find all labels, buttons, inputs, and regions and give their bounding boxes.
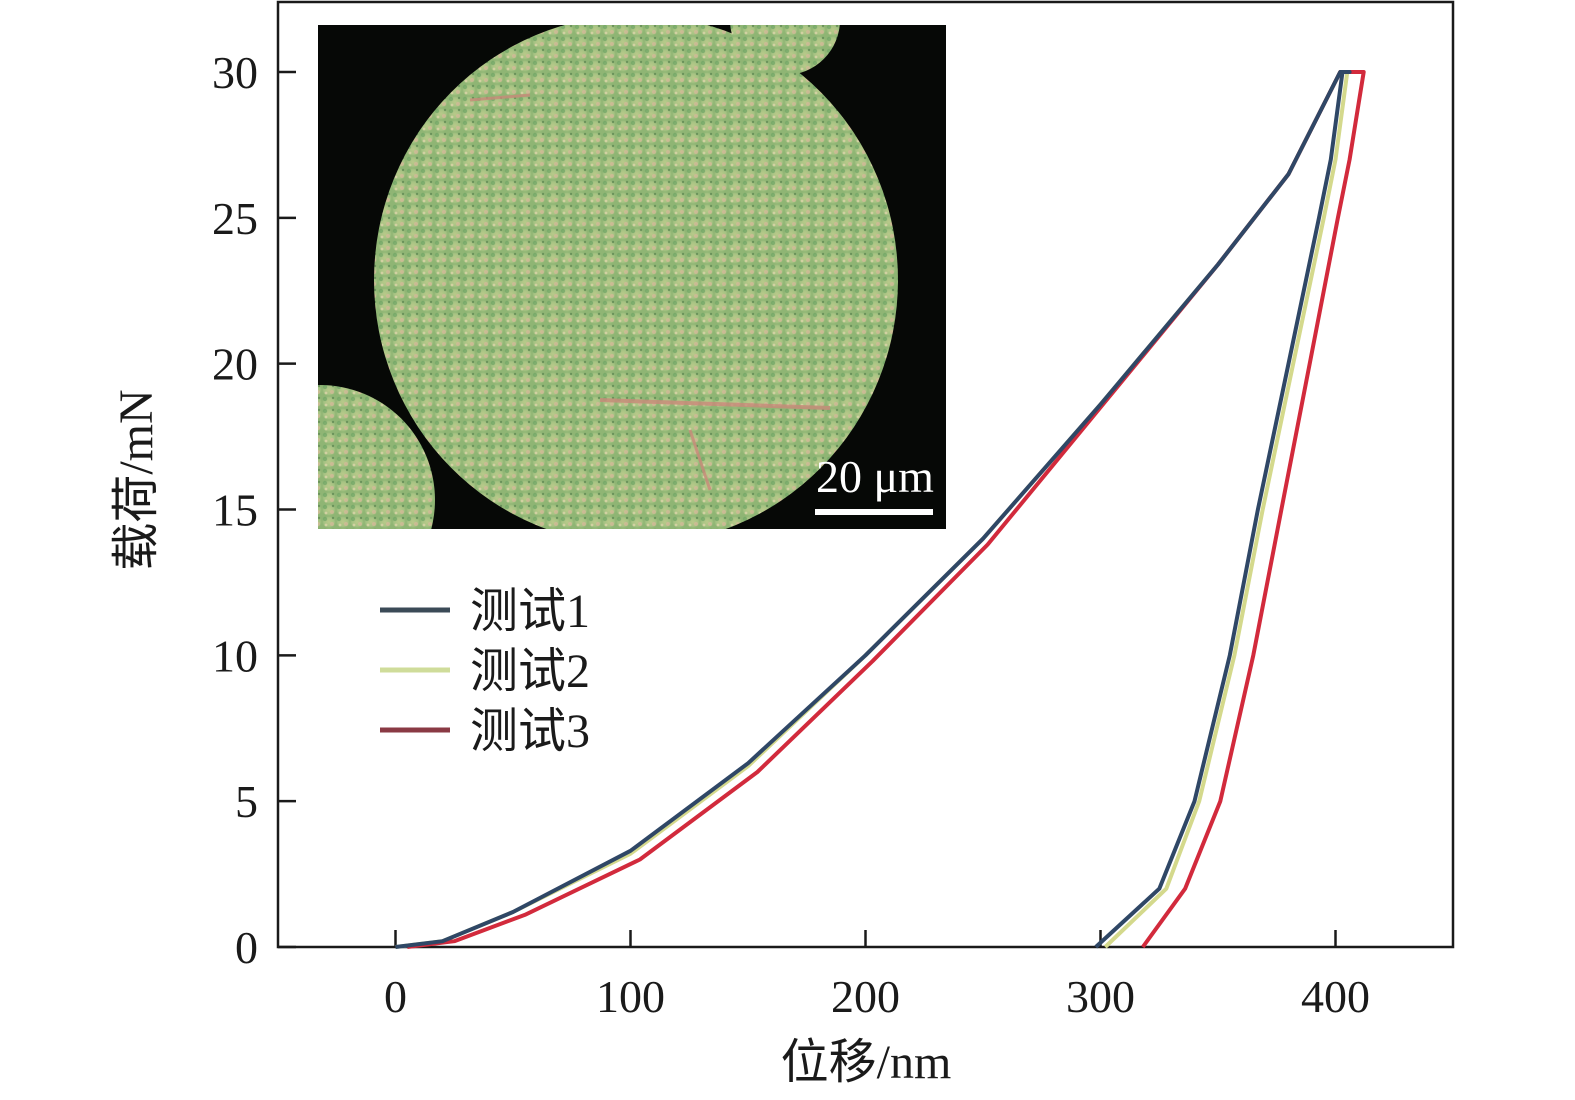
legend-label-3: 测试3 [470, 705, 590, 758]
y-tick-label: 30 [212, 47, 258, 98]
y-tick-label: 10 [212, 630, 258, 681]
y-tick-label: 15 [212, 485, 258, 536]
inset-micrograph: 20 μm [318, 25, 946, 529]
x-tick-label: 300 [1066, 971, 1135, 1022]
x-axis-label: 位移/nm [781, 1036, 952, 1089]
y-tick-label: 5 [235, 776, 258, 827]
y-tick-label: 25 [212, 193, 258, 244]
scale-bar-label: 20 μm [816, 451, 934, 502]
y-tick-label: 20 [212, 339, 258, 390]
y-tick-label: 0 [235, 922, 258, 973]
x-tick-label: 100 [596, 971, 665, 1022]
x-tick-label: 200 [831, 971, 900, 1022]
x-tick-label: 400 [1301, 971, 1370, 1022]
legend-label-2: 测试2 [470, 645, 590, 698]
legend-label-1: 测试1 [470, 585, 590, 638]
y-axis-label: 载荷/mN [110, 389, 163, 570]
x-tick-label: 0 [384, 971, 407, 1022]
series-line-1 [395, 70, 1352, 949]
